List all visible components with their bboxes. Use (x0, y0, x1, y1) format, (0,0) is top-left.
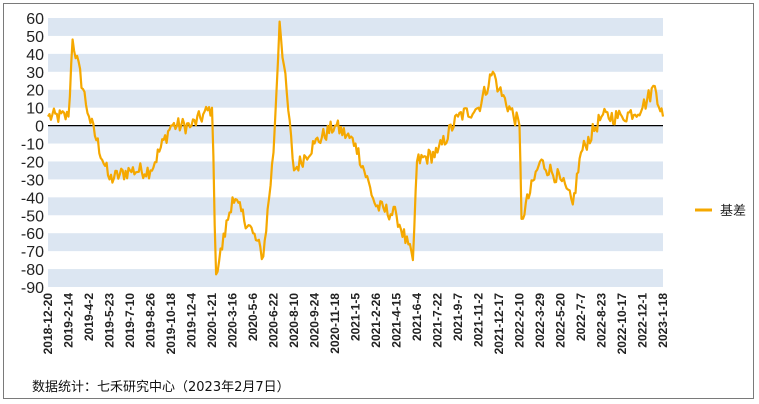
y-tick-label: -80 (21, 262, 44, 279)
x-tick-label: 2022-12-1 (636, 293, 650, 348)
y-tick-label: -10 (21, 137, 44, 154)
x-tick-label: 2020-1-21 (205, 293, 219, 348)
y-tick-label: 50 (26, 29, 44, 46)
x-tick-label: 2019-10-18 (164, 293, 178, 355)
grid-bands (48, 18, 663, 287)
series-group (47, 20, 665, 276)
y-tick-label: -40 (21, 190, 44, 207)
source-note: 数据统计：七禾研究中心（2023年2月7日） (32, 380, 290, 395)
y-tick-label: 60 (26, 11, 44, 28)
grid-band (48, 197, 663, 216)
x-tick-label: 2022-5-20 (554, 293, 568, 348)
series-line-jicha (47, 20, 665, 276)
x-tick-label: 2022-10-17 (615, 293, 629, 355)
grid-band (48, 53, 663, 72)
y-tick-label: 0 (35, 119, 44, 136)
y-tick-label: -70 (21, 244, 44, 261)
x-tick-label: 2022-3-29 (533, 293, 547, 348)
y-tick-label: 30 (26, 65, 44, 82)
x-tick-label: 2019-8-26 (144, 293, 158, 348)
grid-band (48, 125, 663, 144)
y-tick-label: 20 (26, 83, 44, 100)
x-tick-label: 2021-11-2 (472, 293, 486, 347)
grid-band (48, 161, 663, 180)
y-tick-label: -90 (21, 280, 44, 297)
grid-band (48, 18, 663, 36)
x-tick-label: 2021-9-7 (451, 293, 465, 341)
x-tick-label: 2020-5-6 (246, 293, 260, 341)
x-tick-label: 2021-12-17 (492, 293, 506, 355)
x-tick-label: 2019-2-14 (62, 293, 76, 348)
x-tick-label: 2021-2-26 (369, 293, 383, 348)
x-tick-label: 2019-5-23 (103, 293, 117, 348)
legend: 基差 (695, 204, 746, 219)
grid-band (48, 89, 663, 108)
legend-label: 基差 (720, 204, 746, 219)
grid-band (48, 233, 663, 252)
y-tick-label: 40 (26, 47, 44, 64)
x-tick-label: 2020-6-22 (267, 293, 281, 348)
x-tick-label: 2022-8-23 (595, 293, 609, 348)
y-tick-label: -30 (21, 172, 44, 189)
x-tick-label: 2021-1-5 (349, 293, 363, 341)
y-tick-label: -50 (21, 208, 44, 225)
x-tick-label: 2022-2-10 (513, 293, 527, 348)
x-tick-label: 2019-4-2 (82, 293, 96, 341)
x-tick-label: 2020-3-16 (226, 293, 240, 348)
x-tick-label: 2019-7-10 (123, 293, 137, 348)
x-tick-label: 2021-6-4 (410, 293, 424, 341)
y-tick-label: 10 (26, 101, 44, 118)
x-tick-label: 2022-7-7 (574, 293, 588, 341)
x-tick-label: 2018-12-20 (41, 293, 55, 355)
x-tick-label: 2019-12-4 (185, 293, 199, 348)
grid-band (48, 269, 663, 287)
x-tick-label: 2021-7-22 (431, 293, 445, 348)
y-tick-label: -60 (21, 226, 44, 243)
x-tick-label: 2023-1-18 (656, 293, 670, 348)
x-axis: 2018-12-20 2019-2-14 2019-4-2 2019-5-23 2019… (41, 293, 670, 355)
x-tick-label: 2021-4-15 (390, 293, 404, 348)
x-tick-label: 2020-9-24 (308, 293, 322, 348)
x-tick-label: 2020-11-18 (328, 293, 342, 354)
x-tick-label: 2020-8-10 (287, 293, 301, 348)
y-tick-label: -20 (21, 154, 44, 171)
